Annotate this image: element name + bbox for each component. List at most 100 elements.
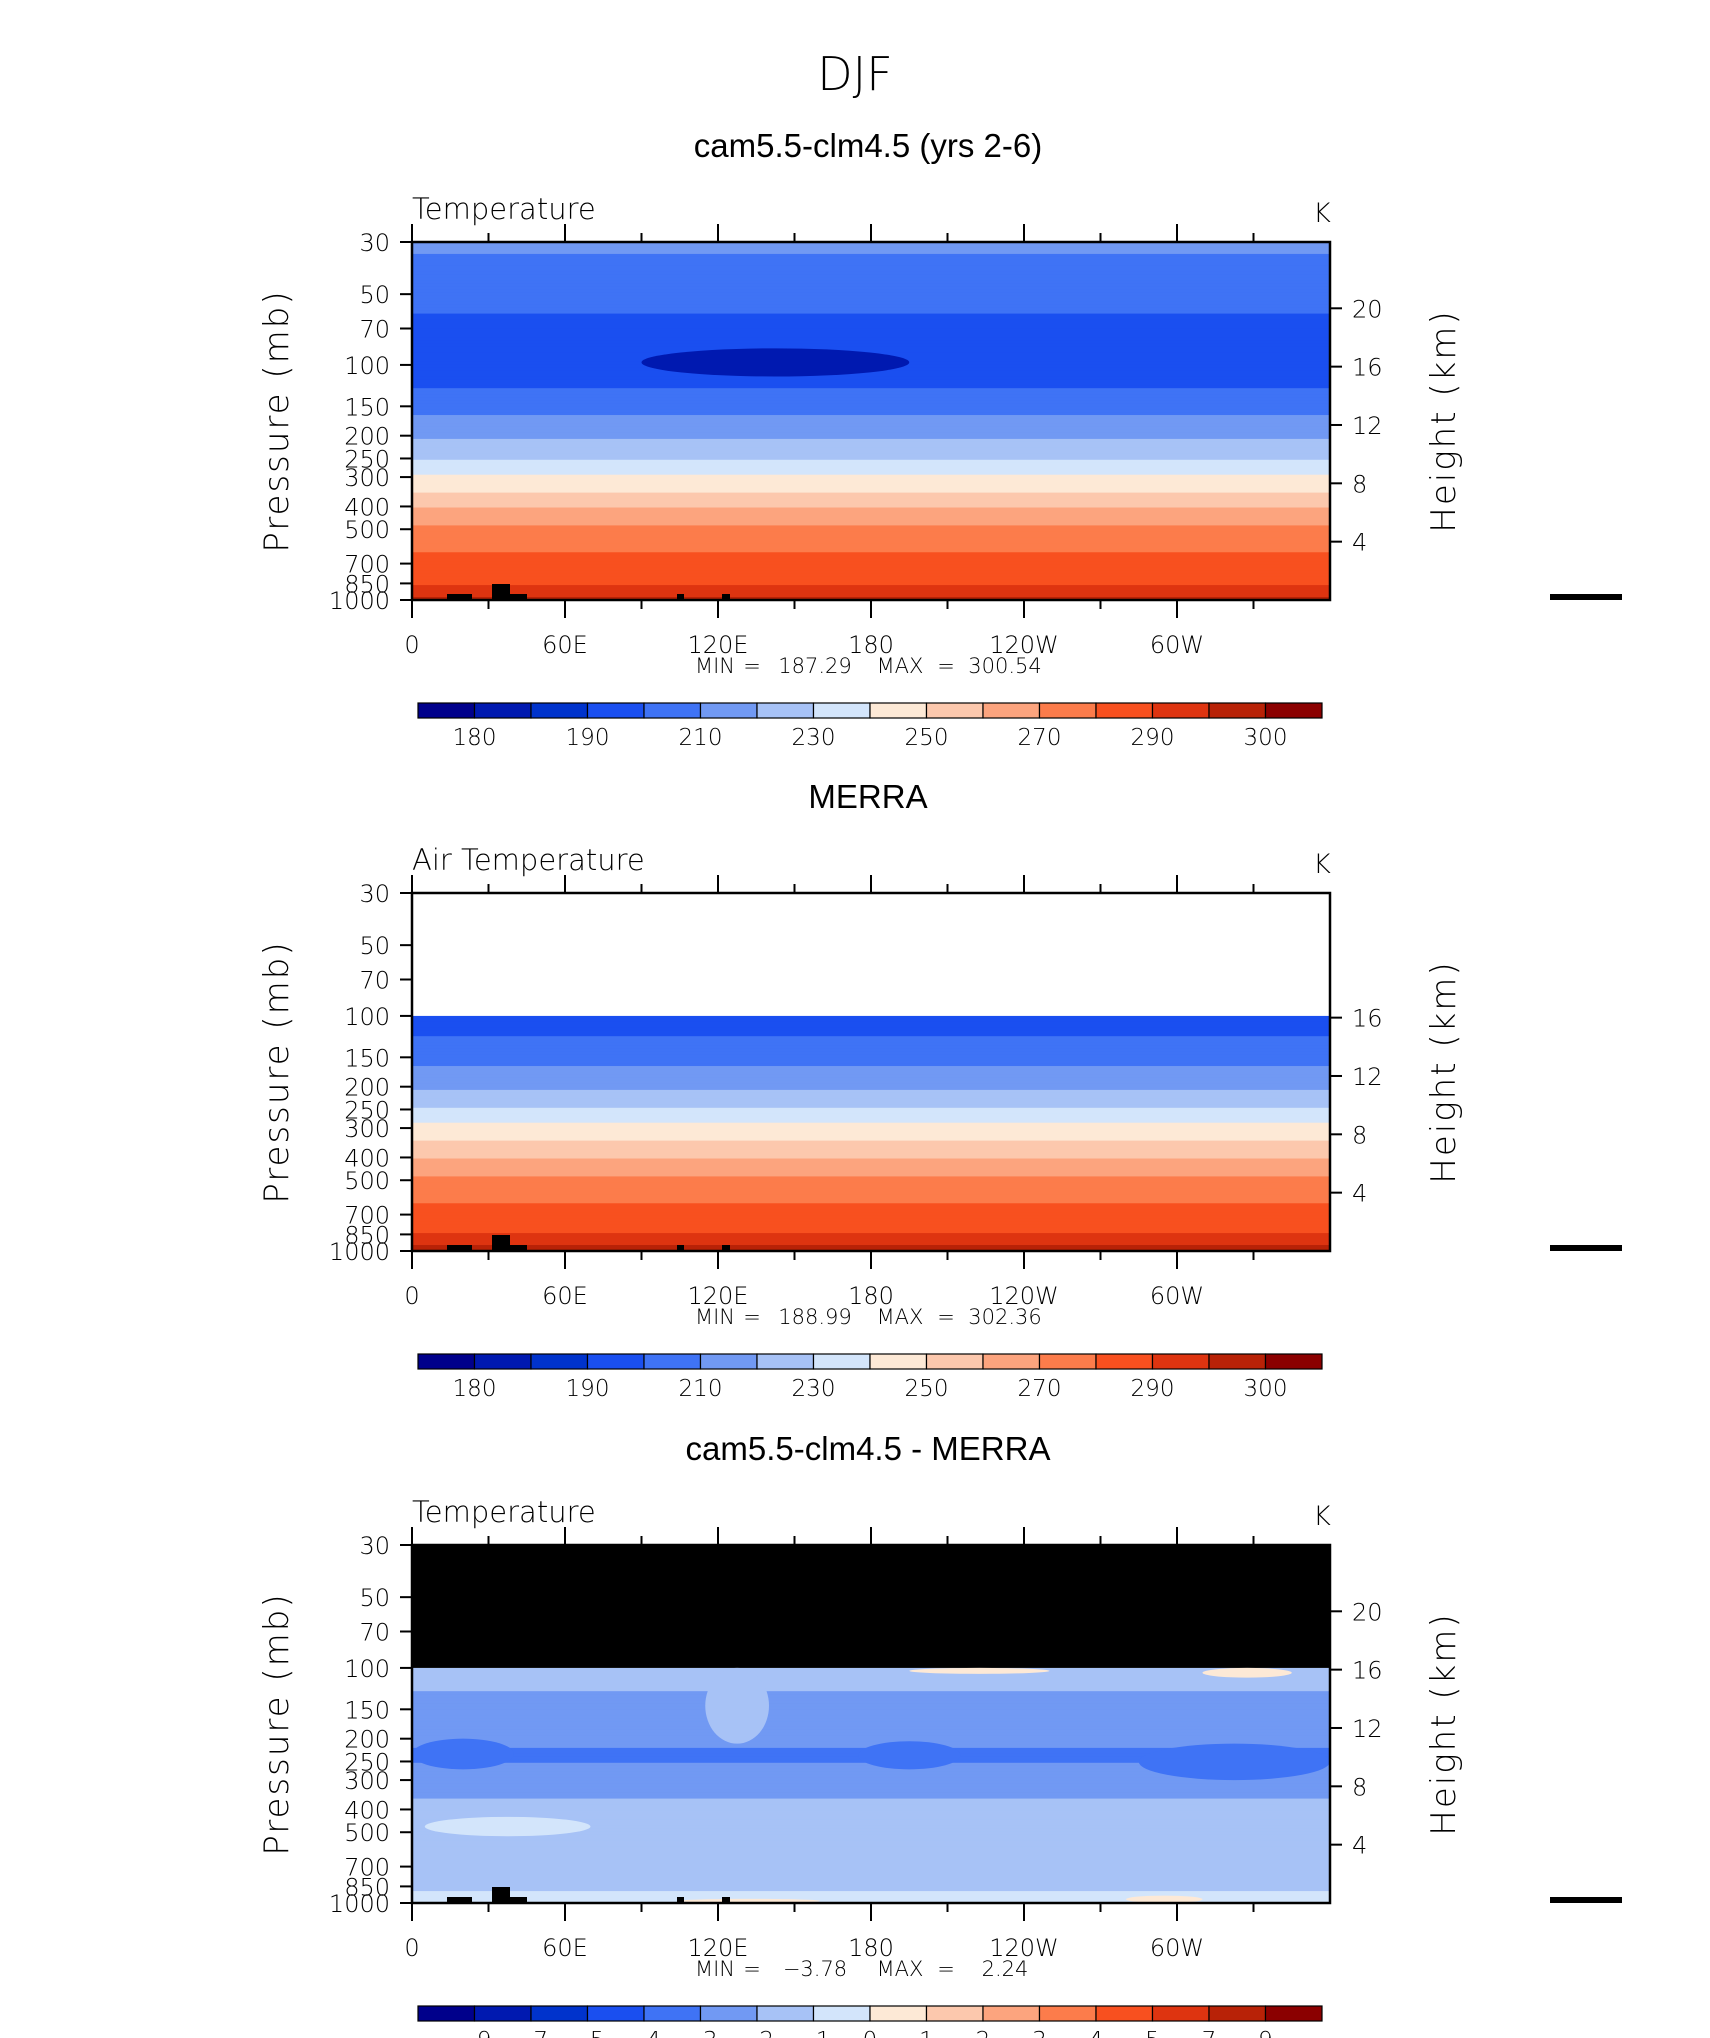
field-band — [412, 1033, 1330, 1037]
field-band — [412, 1685, 1330, 1689]
y2-tick-label: 4 — [1352, 1180, 1367, 1208]
y-tick-label: 50 — [359, 932, 390, 960]
field-band — [412, 1137, 1330, 1142]
equals-sign: = — [937, 1957, 955, 1981]
y-tick-label: 100 — [344, 1655, 390, 1683]
max-label: MAX — [877, 1305, 924, 1329]
field-band — [412, 376, 1330, 380]
field-band — [412, 1191, 1330, 1195]
y-tick-label: 700 — [344, 1854, 390, 1882]
colorbar-swatch — [643, 1353, 702, 1370]
field-band — [412, 1718, 1330, 1722]
field-band — [412, 1849, 1330, 1853]
y2-tick-label: 12 — [1352, 1715, 1383, 1743]
y-tick-label: 150 — [344, 1044, 390, 1072]
y-tick-label: 500 — [344, 1167, 390, 1195]
colorbar-label: 290 — [1131, 1376, 1175, 1402]
field-band — [412, 349, 1330, 353]
field-band — [412, 579, 1330, 583]
field-band — [412, 1771, 1330, 1776]
field-band — [412, 1110, 1330, 1115]
field-band — [412, 504, 1330, 509]
field-band — [412, 1131, 1330, 1136]
field-band — [412, 1837, 1330, 1841]
y-tick-label: 850 — [344, 1221, 390, 1249]
colorbar-swatch — [982, 1353, 1041, 1370]
field-band — [412, 1834, 1330, 1838]
field-band — [412, 1810, 1330, 1815]
topography — [1550, 594, 1622, 600]
field-band — [412, 388, 1330, 392]
y-tick-label: 30 — [359, 1532, 390, 1560]
colorbar-swatch — [756, 702, 815, 719]
field-band — [412, 1101, 1330, 1106]
field-band — [412, 1697, 1330, 1701]
colorbar-label: −4 — [627, 2028, 661, 2038]
field-band — [412, 409, 1330, 413]
y2-tick-label: 12 — [1352, 1063, 1383, 1091]
field-band — [412, 301, 1330, 306]
field-band — [412, 337, 1330, 342]
field-band — [412, 1069, 1330, 1073]
field-band — [412, 1060, 1330, 1064]
field-band — [412, 1894, 1330, 1898]
colorbar-label: −7 — [514, 2028, 548, 2038]
field-band — [412, 582, 1330, 586]
y-tick-label: 70 — [359, 1619, 390, 1647]
field-band — [412, 1080, 1330, 1085]
panel-1: cam5.5-clm4.5 (yrs 2-6) Temperature K 30 50 7… — [257, 127, 1622, 751]
field-band — [412, 382, 1330, 386]
field-band — [412, 1679, 1330, 1683]
colorbar-swatch — [1038, 2005, 1097, 2022]
colorbar-swatch — [1038, 702, 1097, 719]
colorbar-label: 180 — [453, 1376, 497, 1402]
variable-label: Air Temperature — [412, 843, 645, 877]
y-tick-label: 250 — [344, 1096, 390, 1124]
colorbar-label: −5 — [571, 2028, 605, 2038]
topography — [492, 1235, 510, 1251]
colorbar-swatch — [530, 702, 589, 719]
field-band — [412, 1673, 1330, 1677]
field-band — [412, 585, 1330, 589]
colorbar-swatch — [643, 702, 702, 719]
topography — [677, 594, 684, 600]
y-tick-label: 200 — [344, 423, 390, 451]
field-band — [412, 1721, 1330, 1725]
field-band — [412, 1891, 1330, 1895]
field-band — [412, 1822, 1330, 1827]
field-band — [412, 400, 1330, 404]
colorbar-label: 230 — [792, 725, 836, 751]
field-band — [412, 507, 1330, 512]
variable-label: Temperature — [412, 192, 596, 226]
min-label: MIN — [695, 654, 735, 678]
anomaly-region — [909, 1667, 1050, 1674]
field-band — [412, 1227, 1330, 1231]
field-band — [412, 1125, 1330, 1130]
field-band — [412, 588, 1330, 592]
field-band — [412, 307, 1330, 312]
field-band — [412, 379, 1330, 383]
field-band — [412, 1807, 1330, 1812]
field-band — [412, 525, 1330, 529]
colorbar-swatch — [1208, 702, 1267, 719]
field-band — [412, 513, 1330, 518]
field-band — [412, 1146, 1330, 1151]
field-band — [412, 1051, 1330, 1055]
y-tick-label: 300 — [344, 464, 390, 492]
y2-axis-label: Height (km) — [1424, 309, 1464, 532]
field-band — [412, 474, 1330, 479]
y-tick-label: 250 — [344, 1748, 390, 1776]
colorbar-label: 230 — [792, 1376, 836, 1402]
field-band — [412, 1233, 1330, 1237]
field-band — [412, 1098, 1330, 1103]
anomaly-region — [412, 1738, 514, 1770]
topography — [722, 594, 730, 600]
field-band — [412, 477, 1330, 482]
field-band — [412, 1768, 1330, 1773]
colorbar-swatch — [869, 702, 928, 719]
colorbar-swatch — [869, 1353, 928, 1370]
colorbar: 180 190 210 230 250 270 290 300 — [417, 1353, 1323, 1402]
y-tick-label: 200 — [344, 1726, 390, 1754]
field-band — [412, 1155, 1330, 1160]
